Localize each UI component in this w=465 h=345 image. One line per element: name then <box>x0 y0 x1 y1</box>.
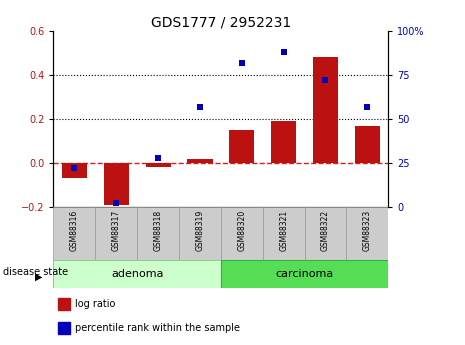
Title: GDS1777 / 2952231: GDS1777 / 2952231 <box>151 16 291 30</box>
Text: carcinoma: carcinoma <box>275 269 334 279</box>
Point <box>154 155 162 160</box>
Bar <box>146 163 171 167</box>
Text: GSM88322: GSM88322 <box>321 210 330 251</box>
Point <box>71 166 78 171</box>
Bar <box>59 298 70 310</box>
FancyBboxPatch shape <box>53 207 95 260</box>
FancyBboxPatch shape <box>305 207 346 260</box>
Point <box>280 49 287 55</box>
FancyBboxPatch shape <box>221 260 388 288</box>
Text: percentile rank within the sample: percentile rank within the sample <box>75 323 240 333</box>
Bar <box>59 322 70 334</box>
Bar <box>62 163 87 178</box>
Point <box>113 201 120 206</box>
Text: GSM88317: GSM88317 <box>112 210 121 251</box>
Text: GSM88320: GSM88320 <box>237 210 246 251</box>
Bar <box>229 130 254 163</box>
Text: ▶: ▶ <box>35 272 42 282</box>
FancyBboxPatch shape <box>346 207 388 260</box>
Text: GSM88321: GSM88321 <box>279 210 288 251</box>
FancyBboxPatch shape <box>221 207 263 260</box>
Point <box>196 104 204 109</box>
Text: GSM88316: GSM88316 <box>70 210 79 251</box>
Text: GSM88318: GSM88318 <box>153 210 163 251</box>
Bar <box>104 163 129 205</box>
Point <box>238 60 246 66</box>
FancyBboxPatch shape <box>95 207 137 260</box>
FancyBboxPatch shape <box>137 207 179 260</box>
Bar <box>313 57 338 163</box>
Bar <box>355 126 380 163</box>
Point <box>322 78 329 83</box>
FancyBboxPatch shape <box>263 207 305 260</box>
Text: adenoma: adenoma <box>111 269 163 279</box>
Text: disease state: disease state <box>3 267 68 277</box>
FancyBboxPatch shape <box>53 260 221 288</box>
Text: log ratio: log ratio <box>75 299 116 309</box>
Bar <box>187 159 213 163</box>
Point <box>364 104 371 109</box>
Text: GSM88323: GSM88323 <box>363 210 372 251</box>
Bar <box>271 121 296 163</box>
Text: GSM88319: GSM88319 <box>195 210 205 251</box>
FancyBboxPatch shape <box>179 207 221 260</box>
